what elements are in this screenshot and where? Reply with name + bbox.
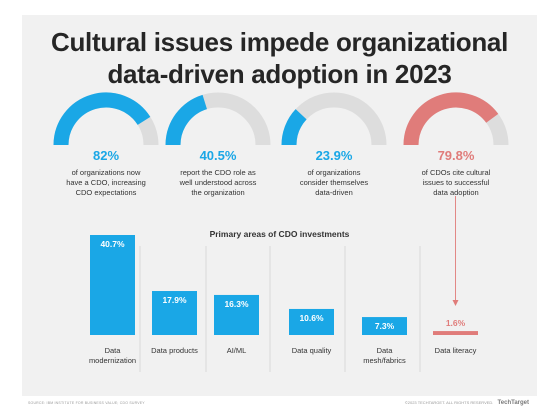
- stat-description: of organizations consider themselves dat…: [274, 168, 394, 198]
- arrow-down-icon: [452, 300, 459, 306]
- stat-desc-line: of organizations: [307, 168, 361, 177]
- gauge-cultural-issues: [403, 92, 509, 146]
- bar-value-label: 1.6%: [446, 318, 466, 328]
- copyright: ©2023 TECHTARGET. ALL RIGHTS RESERVED.: [404, 400, 494, 405]
- chart-title: Primary areas of CDO investments: [209, 229, 350, 239]
- stat-desc-line: report the CDO role as: [180, 168, 256, 177]
- bar-value-label: 17.9%: [162, 295, 187, 305]
- stat-desc-line: consider themselves: [299, 178, 369, 187]
- category-label: Data products: [151, 346, 198, 355]
- bar-value-label: 10.6%: [299, 313, 324, 323]
- bar: [289, 308, 334, 335]
- bar: [90, 235, 135, 335]
- stat-description: report the CDO role as well understood a…: [158, 168, 278, 198]
- bar-value-label: 40.7%: [100, 239, 125, 249]
- stat-desc-line: CDO expectations: [75, 188, 137, 197]
- footer-credit: ©2023 TECHTARGET. ALL RIGHTS RESERVED. T…: [405, 400, 529, 406]
- title-line-2: data-driven adoption in 2023: [107, 59, 452, 89]
- bar: [362, 317, 407, 335]
- gauge-data-driven: [281, 92, 387, 146]
- stat-description: of organizations now have a CDO, increas…: [46, 168, 166, 198]
- bar: [152, 291, 197, 335]
- stat-value: 23.9%: [315, 148, 353, 163]
- gauge-fill: [53, 92, 151, 146]
- category-label: modernization: [89, 356, 136, 365]
- stat-desc-line: data-driven: [315, 188, 353, 197]
- category-label: Data: [105, 346, 122, 355]
- gauge-fill: [165, 94, 208, 146]
- gauge-cdo-adoption: [53, 92, 159, 146]
- stat-desc-line: of organizations now: [71, 168, 141, 177]
- category-label: mesh/fabrics: [363, 356, 406, 365]
- gauge-fill: [403, 92, 499, 146]
- page-title: Cultural issues impede organizational da…: [0, 26, 559, 90]
- stat-description: of CDOs cite cultural issues to successf…: [396, 168, 516, 198]
- bar: [433, 331, 478, 335]
- brand-logo: TechTarget: [497, 400, 529, 406]
- category-label: Data literacy: [435, 346, 477, 355]
- bar-value-label: 16.3%: [224, 299, 249, 309]
- stat-value: 79.8%: [437, 148, 475, 163]
- category-label: Data: [377, 346, 394, 355]
- bar: [214, 294, 259, 335]
- stat-desc-line: of CDOs cite cultural: [421, 168, 491, 177]
- title-line-1: Cultural issues impede organizational: [50, 27, 508, 57]
- category-label: Data quality: [292, 346, 332, 355]
- gauge-cdo-role: [165, 92, 271, 146]
- stat-value: 40.5%: [199, 148, 237, 163]
- stat-value: 82%: [92, 148, 120, 163]
- bar-value-label: 7.3%: [375, 321, 395, 331]
- source-note: SOURCE: IBM INSTITUTE FOR BUSINESS VALUE…: [28, 401, 145, 405]
- stat-desc-line: well understood across: [179, 178, 257, 187]
- gauge-fill: [281, 109, 307, 146]
- stat-desc-line: issues to successful: [422, 178, 490, 187]
- stat-desc-line: the organization: [191, 188, 245, 197]
- category-label: AI/ML: [227, 346, 247, 355]
- stat-desc-line: data adoption: [433, 188, 479, 197]
- stat-desc-line: have a CDO, increasing: [66, 178, 146, 187]
